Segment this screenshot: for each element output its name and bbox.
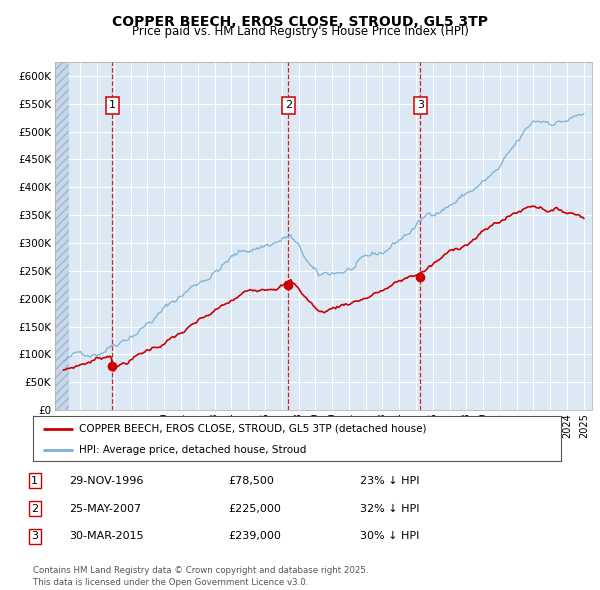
Text: HPI: Average price, detached house, Stroud: HPI: Average price, detached house, Stro… bbox=[79, 445, 307, 455]
Text: Contains HM Land Registry data © Crown copyright and database right 2025.
This d: Contains HM Land Registry data © Crown c… bbox=[33, 566, 368, 587]
Text: 1: 1 bbox=[31, 476, 38, 486]
Text: Price paid vs. HM Land Registry's House Price Index (HPI): Price paid vs. HM Land Registry's House … bbox=[131, 25, 469, 38]
Text: £78,500: £78,500 bbox=[228, 476, 274, 486]
Text: 25-MAY-2007: 25-MAY-2007 bbox=[69, 504, 141, 513]
Text: COPPER BEECH, EROS CLOSE, STROUD, GL5 3TP (detached house): COPPER BEECH, EROS CLOSE, STROUD, GL5 3T… bbox=[79, 424, 427, 434]
Text: 2: 2 bbox=[31, 504, 38, 513]
Text: 3: 3 bbox=[416, 100, 424, 110]
Text: 3: 3 bbox=[31, 532, 38, 541]
Text: £225,000: £225,000 bbox=[228, 504, 281, 513]
Text: 2: 2 bbox=[285, 100, 292, 110]
Text: 1: 1 bbox=[109, 100, 116, 110]
Text: 23% ↓ HPI: 23% ↓ HPI bbox=[360, 476, 419, 486]
Text: COPPER BEECH, EROS CLOSE, STROUD, GL5 3TP: COPPER BEECH, EROS CLOSE, STROUD, GL5 3T… bbox=[112, 15, 488, 29]
Text: 30% ↓ HPI: 30% ↓ HPI bbox=[360, 532, 419, 541]
Text: 30-MAR-2015: 30-MAR-2015 bbox=[69, 532, 143, 541]
Bar bbox=[55, 62, 69, 410]
Text: 29-NOV-1996: 29-NOV-1996 bbox=[69, 476, 143, 486]
Text: 32% ↓ HPI: 32% ↓ HPI bbox=[360, 504, 419, 513]
Text: £239,000: £239,000 bbox=[228, 532, 281, 541]
